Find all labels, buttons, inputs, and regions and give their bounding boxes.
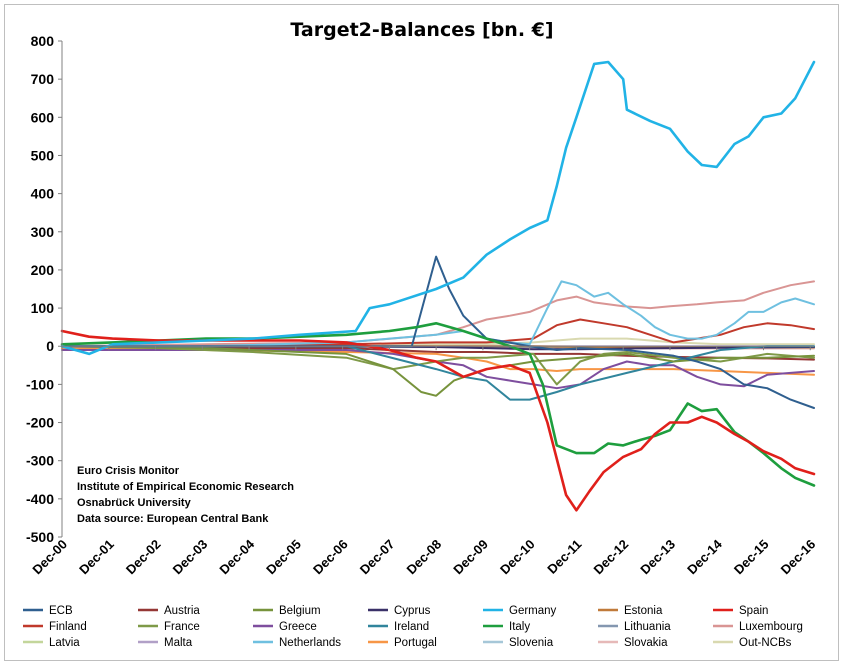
- legend-label: Lithuania: [624, 621, 671, 633]
- y-tick-label: -400: [26, 491, 54, 507]
- x-tick-label: Dec-15: [731, 537, 772, 578]
- legend: ECB Austria Belgium Cyprus Germany Estonia Spa…: [23, 605, 803, 649]
- chart-title: Target2-Balances [bn. €]: [290, 19, 553, 41]
- x-tick-label: Dec-09: [450, 537, 491, 578]
- annotation-line: Data source: European Central Bank: [77, 513, 269, 525]
- x-tick-label: Dec-03: [170, 537, 211, 578]
- annotation-line: Institute of Empirical Economic Research: [77, 481, 294, 493]
- x-tick-label: Dec-12: [591, 537, 632, 578]
- y-tick-label: 600: [31, 109, 55, 125]
- x-tick-label: Dec-14: [684, 536, 725, 577]
- y-tick-label: 100: [31, 300, 55, 316]
- legend-label: Slovenia: [509, 637, 554, 649]
- legend-label: Austria: [164, 605, 200, 617]
- y-axis-ticks: 800 700 600 500 400 300 200 100 0 -100 -200 -300 -40…: [26, 33, 62, 545]
- y-tick-label: 0: [46, 338, 54, 354]
- y-tick-label: 300: [31, 224, 55, 240]
- legend-label: Germany: [509, 605, 557, 617]
- x-tick-label: Dec-02: [123, 537, 164, 578]
- y-tick-label: 400: [31, 186, 55, 202]
- chart-frame: Target2-Balances [bn. €] 800 700 600 500 400…: [4, 4, 839, 661]
- source-annotation: Euro Crisis Monitor Institute of Empirica…: [77, 465, 294, 525]
- legend-label: ECB: [49, 605, 73, 617]
- x-tick-label: Dec-11: [544, 537, 584, 577]
- legend-label: Netherlands: [279, 637, 341, 649]
- legend-label: Greece: [279, 621, 317, 633]
- y-tick-label: -300: [26, 453, 54, 469]
- y-tick-label: 700: [31, 71, 55, 87]
- legend-label: Estonia: [624, 605, 663, 617]
- legend-label: Out-NCBs: [739, 637, 792, 649]
- legend-label: Finland: [49, 621, 87, 633]
- series-line-finland: [61, 318, 815, 348]
- y-tick-label: 200: [31, 262, 55, 278]
- y-tick-label: 500: [31, 147, 55, 163]
- legend-label: France: [164, 621, 200, 633]
- legend-label: Portugal: [394, 637, 437, 649]
- x-tick-label: Dec-05: [263, 537, 304, 578]
- x-tick-label: Dec-07: [357, 537, 398, 578]
- series-line-greece: [61, 349, 815, 390]
- legend-label: Cyprus: [394, 605, 431, 617]
- y-tick-label: -500: [26, 529, 54, 545]
- series-line-ireland: [61, 345, 815, 401]
- annotation-line: Osnabrück University: [77, 497, 192, 509]
- legend-label: Ireland: [394, 621, 429, 633]
- series-line-germany: [60, 60, 816, 356]
- x-tick-label: Dec-08: [403, 537, 444, 578]
- legend-label: Latvia: [49, 637, 80, 649]
- series-line-out-ncbs: [61, 337, 815, 348]
- axes: [61, 41, 814, 537]
- y-tick-label: 800: [31, 33, 55, 49]
- legend-label: Italy: [509, 621, 530, 633]
- legend-label: Spain: [739, 605, 768, 617]
- x-tick-label: Dec-04: [216, 536, 257, 577]
- series-line-luxembourg: [61, 280, 815, 348]
- legend-label: Belgium: [279, 605, 321, 617]
- target2-line-chart: Target2-Balances [bn. €] 800 700 600 500 400…: [23, 19, 818, 649]
- x-tick-label: Dec-10: [497, 537, 538, 578]
- x-tick-label: Dec-06: [310, 537, 351, 578]
- legend-label: Slovakia: [624, 637, 668, 649]
- x-tick-label: Dec-16: [778, 537, 819, 578]
- series-line-italy: [60, 321, 816, 487]
- plot-lines: [60, 60, 816, 512]
- legend-label: Malta: [164, 637, 193, 649]
- legend-label: Luxembourg: [739, 621, 803, 633]
- x-axis-ticks: Dec-00 Dec-01 Dec-02 Dec-03 Dec-04 Dec-05 Dec-…: [29, 346, 818, 577]
- series-line-ecb: [61, 255, 815, 409]
- y-tick-label: -100: [26, 376, 54, 392]
- y-tick-label: -200: [26, 415, 54, 431]
- annotation-line: Euro Crisis Monitor: [77, 465, 180, 477]
- x-tick-label: Dec-13: [637, 537, 678, 578]
- series-line-spain: [60, 329, 816, 512]
- series-line-netherlands: [61, 280, 815, 348]
- x-tick-label: Dec-01: [76, 537, 117, 578]
